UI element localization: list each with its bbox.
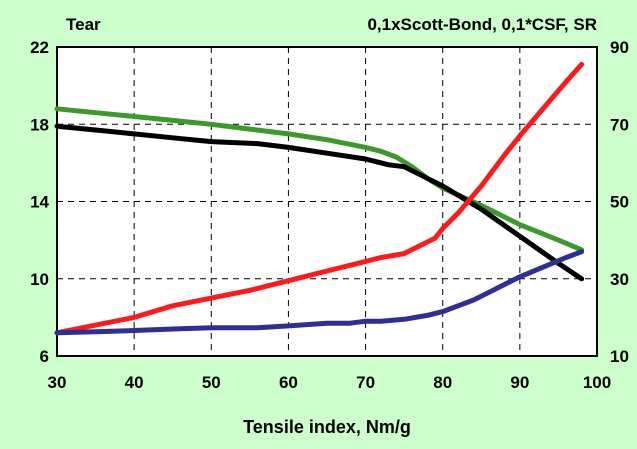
y-right-tick-label: 10 xyxy=(610,347,629,366)
y-left-tick-label: 14 xyxy=(30,193,49,212)
x-tick-label: 30 xyxy=(48,373,67,392)
series-line-2 xyxy=(54,123,585,282)
gridlines xyxy=(57,47,597,356)
left-axis-title: Tear xyxy=(66,15,101,34)
series-line-3 xyxy=(54,61,585,336)
y-left-tick-label: 22 xyxy=(30,38,49,57)
series-line-1 xyxy=(54,106,585,253)
series-line-4 xyxy=(54,249,585,336)
tick-labels: 30 40 50 60 70 80 90 100 6 10 14 18 22 10 30 50 70 90 xyxy=(30,38,629,392)
x-tick-label: 40 xyxy=(125,373,144,392)
x-tick-label: 100 xyxy=(583,373,611,392)
x-tick-label: 50 xyxy=(202,373,221,392)
x-tick-label: 90 xyxy=(510,373,529,392)
y-right-tick-label: 70 xyxy=(610,115,629,134)
y-left-tick-label: 10 xyxy=(30,270,49,289)
x-tick-label: 70 xyxy=(356,373,375,392)
y-right-tick-label: 30 xyxy=(610,270,629,289)
right-axis-title: 0,1xScott-Bond, 0,1*CSF, SR xyxy=(367,15,597,34)
x-tick-label: 80 xyxy=(433,373,452,392)
y-right-tick-label: 50 xyxy=(610,193,629,212)
y-right-tick-label: 90 xyxy=(610,38,629,57)
x-tick-label: 60 xyxy=(279,373,298,392)
y-left-tick-label: 6 xyxy=(40,347,49,366)
x-axis-title: Tensile index, Nm/g xyxy=(243,417,411,437)
y-left-tick-label: 18 xyxy=(30,115,49,134)
series-group xyxy=(54,61,585,336)
